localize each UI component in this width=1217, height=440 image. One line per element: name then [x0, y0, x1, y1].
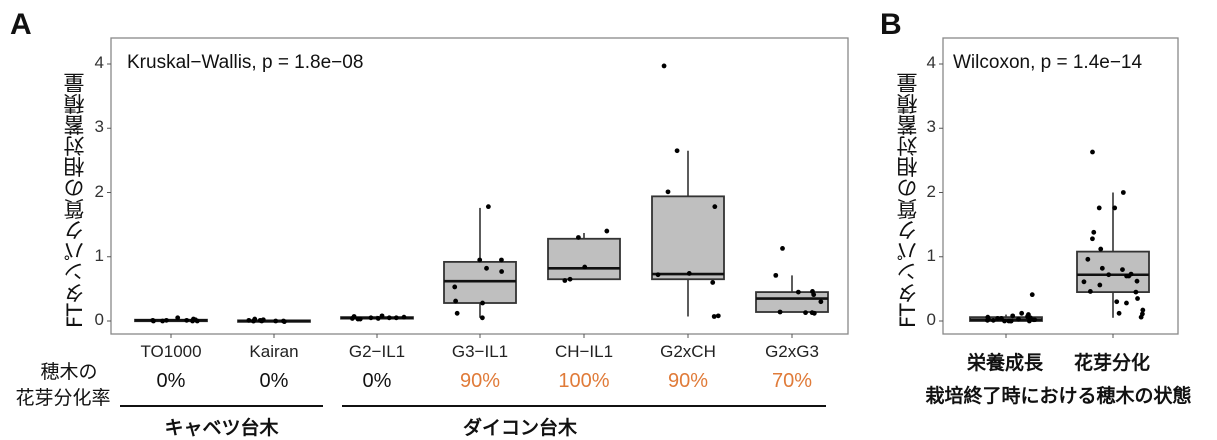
- rate-ch-il1: 100%: [558, 370, 610, 392]
- panel-label-a: A: [10, 8, 32, 41]
- group-label-cabbage: キャベツ台木: [164, 417, 279, 439]
- y-tick-a-0: 0: [94, 310, 104, 329]
- y-tick-a-2: 2: [94, 181, 104, 201]
- box-a-5: [651, 63, 725, 319]
- group-line-radish: [342, 405, 826, 407]
- group-line-cabbage: [120, 405, 323, 407]
- y-tick-a-3: 3: [94, 117, 104, 137]
- plot-frame-b: [942, 37, 1179, 335]
- y-tick-b-1: 1: [926, 245, 936, 265]
- x-label-vegetative: 栄養成長: [966, 352, 1043, 374]
- box-a-6: [755, 245, 829, 316]
- y-tick-b-0: 0: [926, 310, 936, 329]
- x-label-g2-il1: G2−IL1: [348, 342, 406, 361]
- wilcoxon-annotation: Wilcoxon, p = 1.4e−14: [953, 52, 1143, 73]
- box-a-3: [443, 204, 517, 321]
- x-label-g2xch: G2xCH: [660, 342, 716, 361]
- kruskal-wallis-annotation: Kruskal−Wallis, p = 1.8e−08: [127, 52, 364, 73]
- rate-to1000: 0%: [156, 370, 186, 392]
- x-label-flowering: 花芽分化: [1073, 352, 1150, 374]
- y-tick-b-4: 4: [926, 53, 936, 72]
- box-b-0: [969, 292, 1043, 324]
- x-label-to1000: TO1000: [140, 342, 202, 361]
- box-a-4: [547, 228, 621, 283]
- rate-g2-il1: 0%: [362, 370, 392, 392]
- y-tick-b-2: 2: [926, 181, 936, 201]
- panel-label-b: B: [880, 8, 902, 41]
- row-label-line2: 花芽分化率: [15, 387, 111, 409]
- x-label-kairan: Kairan: [249, 342, 299, 361]
- x-label-ch-il1: CH−IL1: [554, 342, 614, 361]
- x-label-g2xg3: G2xG3: [765, 342, 819, 361]
- rate-g3-il1: 90%: [459, 370, 501, 392]
- box-a-0: [134, 315, 208, 324]
- group-label-radish: ダイコン台木: [462, 417, 577, 439]
- box-b-1: [1076, 149, 1150, 320]
- y-tick-b-3: 3: [926, 117, 936, 137]
- x-axis-title-b: 栽培終了時における穂木の状態: [925, 385, 1192, 407]
- row-label-line1: 穂木の: [40, 361, 98, 383]
- y-tick-a-1: 1: [94, 245, 104, 265]
- x-label-g3-il1: G3−IL1: [451, 342, 509, 361]
- rate-kairan: 0%: [259, 370, 289, 392]
- y-tick-a-4: 4: [94, 53, 104, 72]
- rate-g2xch: 90%: [667, 370, 709, 392]
- box-a-2: [340, 313, 414, 322]
- box-a-1: [237, 316, 311, 325]
- rate-g2xg3: 70%: [771, 370, 813, 392]
